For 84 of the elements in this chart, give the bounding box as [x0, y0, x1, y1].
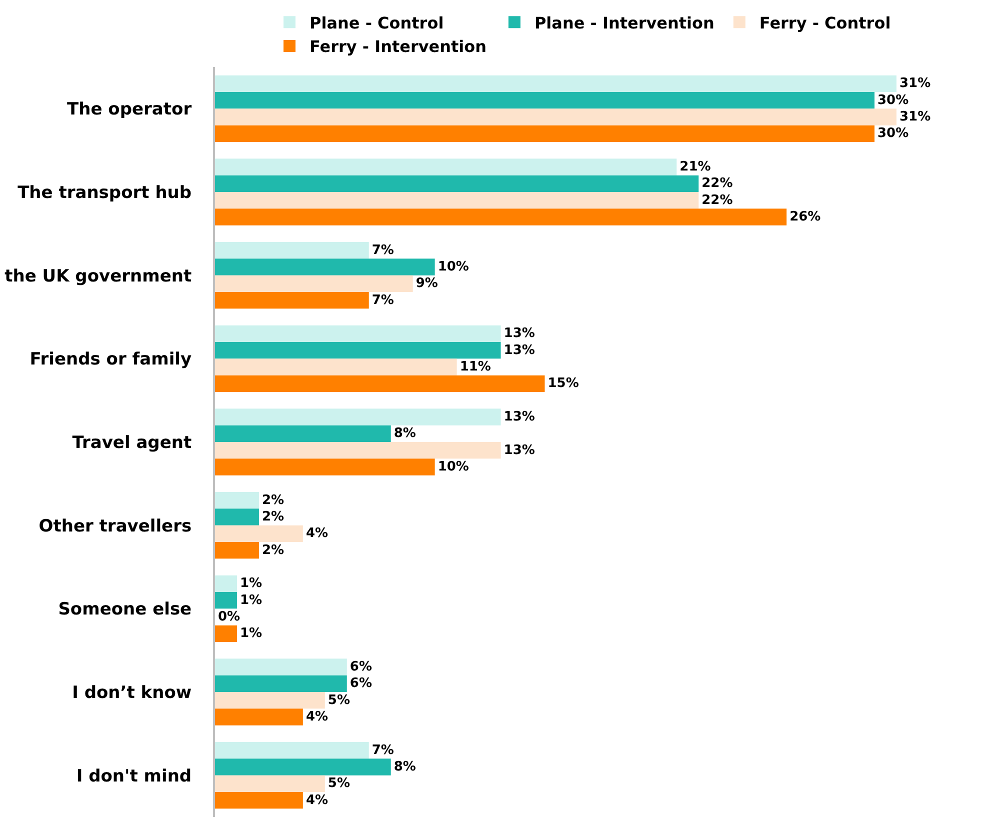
data-label: 5% [328, 776, 350, 792]
bar [215, 375, 545, 392]
data-label: 4% [306, 792, 328, 808]
bar [215, 492, 259, 509]
data-label: 15% [548, 376, 579, 392]
bar [215, 325, 501, 342]
data-label: 31% [899, 110, 931, 124]
bar [215, 275, 413, 292]
bar [215, 742, 369, 759]
data-label: 30% [878, 126, 909, 142]
data-label: 13% [504, 410, 535, 424]
y-tick-label: Friends or family [30, 350, 192, 370]
y-tick-label: The transport hub [18, 182, 192, 203]
data-label: 1% [240, 576, 262, 592]
legend-label: Plane - Control [310, 13, 444, 32]
bar [215, 442, 501, 459]
data-label: 30% [878, 92, 909, 108]
data-label: 4% [306, 526, 328, 542]
data-label: 11% [460, 360, 491, 374]
y-tick-label: I don’t know [72, 682, 192, 703]
data-label: 10% [438, 460, 469, 474]
bar [215, 358, 457, 376]
bar [215, 342, 501, 359]
y-tick-label: Other travellers [38, 516, 192, 536]
data-label: 2% [262, 492, 284, 508]
bar [215, 175, 699, 192]
bar [215, 425, 391, 442]
legend-label: Ferry - Control [759, 13, 891, 32]
bar [215, 525, 303, 542]
bar [215, 675, 347, 692]
bar [215, 192, 699, 209]
bar [215, 458, 435, 476]
data-label: 7% [372, 742, 394, 758]
data-label: 1% [240, 592, 262, 608]
data-label: 10% [438, 260, 469, 274]
data-label: 13% [504, 442, 535, 458]
data-label: 13% [504, 342, 535, 358]
data-label: 21% [680, 160, 711, 174]
data-label: 6% [350, 676, 372, 692]
bar [215, 242, 369, 259]
bar [215, 792, 303, 809]
bar [215, 775, 325, 792]
bar [215, 542, 259, 559]
y-tick-label: The operator [67, 100, 192, 120]
bar [215, 92, 874, 109]
data-label: 4% [306, 710, 328, 724]
data-label: 26% [790, 210, 821, 224]
data-label: 22% [702, 176, 733, 192]
y-tick-label: I don't mind [76, 766, 192, 786]
bar [215, 692, 325, 709]
bar [215, 508, 259, 526]
data-label: 5% [328, 692, 350, 708]
data-label: 2% [262, 542, 284, 558]
y-tick-label: Travel agent [72, 432, 192, 453]
bar [215, 208, 787, 226]
bar [215, 758, 391, 776]
data-label: 22% [702, 192, 733, 208]
data-label: 13% [504, 326, 535, 342]
data-label: 31% [899, 76, 931, 92]
data-label: 8% [394, 760, 416, 774]
bar [215, 108, 896, 126]
data-label: 8% [394, 426, 416, 442]
data-label: 9% [416, 276, 438, 292]
legend-label: Plane - Intervention [534, 13, 714, 32]
data-label: 2% [262, 510, 284, 524]
legend-label: Ferry - Intervention [310, 37, 487, 56]
bar [215, 75, 896, 92]
y-tick-label: the UK government [4, 266, 192, 286]
bar [215, 158, 677, 176]
data-label: 7% [372, 292, 394, 308]
bar [215, 625, 237, 642]
data-label: 0% [218, 610, 240, 624]
bar [215, 258, 435, 276]
y-tick-label: Someone else [58, 600, 192, 620]
bar [215, 292, 369, 309]
bar [215, 708, 303, 726]
bar [215, 658, 347, 676]
data-label: 7% [372, 242, 394, 258]
bar [215, 592, 237, 609]
bar [215, 575, 237, 592]
data-label: 1% [240, 626, 262, 642]
bar [215, 408, 501, 426]
bar [215, 125, 874, 142]
data-label: 6% [350, 660, 372, 674]
